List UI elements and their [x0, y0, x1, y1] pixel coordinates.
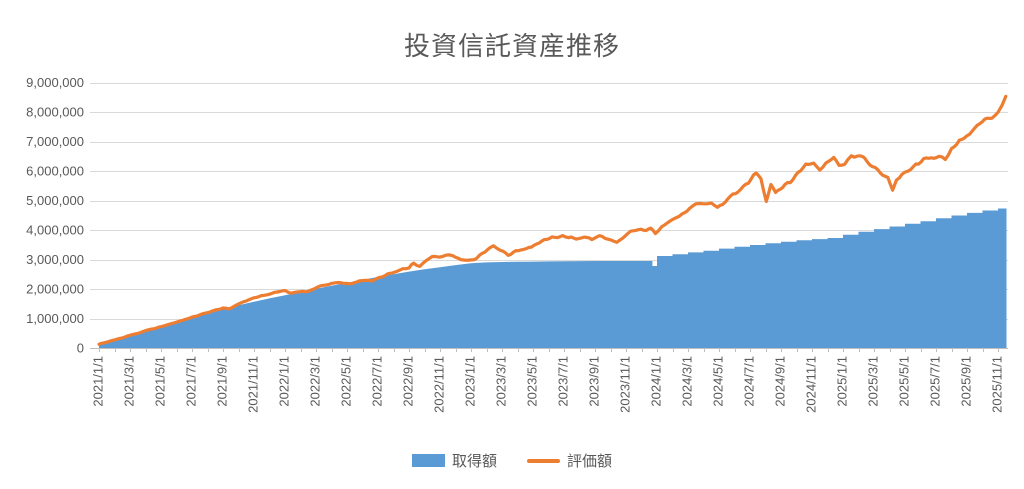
- svg-text:7,000,000: 7,000,000: [26, 134, 84, 149]
- svg-text:9,000,000: 9,000,000: [26, 75, 84, 90]
- svg-text:2024/9/1: 2024/9/1: [772, 356, 787, 407]
- svg-text:2021/11/1: 2021/11/1: [245, 356, 260, 413]
- svg-text:2025/5/1: 2025/5/1: [896, 356, 911, 407]
- valuation-line-series: [97, 94, 1008, 346]
- svg-text:6,000,000: 6,000,000: [26, 164, 84, 179]
- svg-text:2024/1/1: 2024/1/1: [648, 356, 663, 407]
- legend-item-acquisition: 取得額: [411, 450, 497, 471]
- svg-text:2023/9/1: 2023/9/1: [586, 356, 601, 407]
- svg-text:2022/11/1: 2022/11/1: [431, 356, 446, 413]
- svg-text:2025/3/1: 2025/3/1: [865, 356, 880, 407]
- svg-text:2024/11/1: 2024/11/1: [803, 356, 818, 413]
- svg-text:2024/5/1: 2024/5/1: [710, 356, 725, 407]
- svg-text:3,000,000: 3,000,000: [26, 252, 84, 267]
- svg-text:2022/3/1: 2022/3/1: [307, 356, 322, 407]
- svg-text:2022/7/1: 2022/7/1: [369, 356, 384, 407]
- svg-text:2022/5/1: 2022/5/1: [338, 356, 353, 407]
- svg-text:2024/3/1: 2024/3/1: [679, 356, 694, 407]
- svg-text:8,000,000: 8,000,000: [26, 105, 84, 120]
- svg-text:2023/3/1: 2023/3/1: [493, 356, 508, 407]
- svg-text:2021/7/1: 2021/7/1: [183, 356, 198, 407]
- svg-text:2021/3/1: 2021/3/1: [121, 356, 136, 407]
- valuation-series-swatch: [527, 458, 560, 463]
- svg-text:2025/11/1: 2025/11/1: [989, 356, 1004, 413]
- svg-text:5,000,000: 5,000,000: [26, 193, 84, 208]
- svg-text:2021/1/1: 2021/1/1: [90, 356, 105, 407]
- legend: 取得額 評価額: [0, 450, 1024, 471]
- svg-text:2025/7/1: 2025/7/1: [927, 356, 942, 407]
- svg-text:2023/7/1: 2023/7/1: [555, 356, 570, 407]
- x-axis: [90, 348, 1008, 352]
- svg-text:2022/9/1: 2022/9/1: [400, 356, 415, 407]
- svg-text:2024/7/1: 2024/7/1: [741, 356, 756, 407]
- svg-text:2023/1/1: 2023/1/1: [462, 356, 477, 407]
- chart-title: 投資信託資産推移: [403, 31, 620, 61]
- acquisition-area-series: [99, 208, 1007, 348]
- svg-text:2022/1/1: 2022/1/1: [276, 356, 291, 407]
- svg-text:2025/9/1: 2025/9/1: [958, 356, 973, 407]
- svg-text:4,000,000: 4,000,000: [26, 223, 84, 238]
- y-gridlines: [90, 83, 1008, 320]
- svg-text:2023/5/1: 2023/5/1: [524, 356, 539, 407]
- svg-text:2021/9/1: 2021/9/1: [214, 356, 229, 407]
- svg-text:2023/11/1: 2023/11/1: [617, 356, 632, 413]
- y-axis-labels: 0 1,000,000 2,000,000 3,000,000 4,000,000 5,0…: [26, 75, 84, 356]
- svg-text:1,000,000: 1,000,000: [26, 311, 84, 326]
- acquisition-series-swatch: [411, 454, 445, 467]
- legend-item-valuation: 評価額: [527, 450, 612, 471]
- valuation-series-label: 評価額: [567, 453, 613, 470]
- svg-text:2021/5/1: 2021/5/1: [152, 356, 167, 407]
- acquisition-series-label: 取得額: [451, 453, 497, 470]
- svg-text:2025/1/1: 2025/1/1: [834, 356, 849, 407]
- svg-text:0: 0: [77, 341, 84, 356]
- x-axis-labels: 2021/1/1 2021/3/1 2021/5/1 2021/7/1 2021/9/1…: [90, 356, 1004, 413]
- svg-text:2,000,000: 2,000,000: [26, 282, 84, 297]
